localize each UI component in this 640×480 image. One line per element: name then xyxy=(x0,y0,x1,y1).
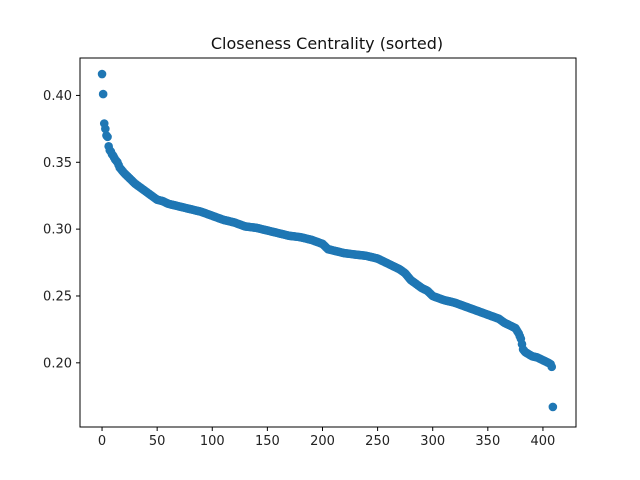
x-tick-label: 50 xyxy=(149,434,166,449)
data-point xyxy=(548,402,558,412)
data-point xyxy=(547,362,557,372)
chart-title: Closeness Centrality (sorted) xyxy=(211,34,443,53)
x-tick-label: 200 xyxy=(310,434,335,449)
x-axis: 0 50 100 150 200 250 300 350 400 xyxy=(98,427,555,449)
x-tick-label: 0 xyxy=(98,434,106,449)
y-axis: 0.20 0.25 0.30 0.35 0.40 xyxy=(43,89,80,371)
x-tick-label: 400 xyxy=(531,434,556,449)
data-point xyxy=(103,132,112,142)
plot-area-frame xyxy=(79,57,577,428)
y-tick-label: 0.20 xyxy=(43,356,72,371)
y-tick-label: 0.25 xyxy=(43,289,72,304)
y-tick-label: 0.30 xyxy=(43,223,72,238)
data-point xyxy=(101,124,110,134)
x-tick-label: 100 xyxy=(200,434,225,449)
y-tick-label: 0.40 xyxy=(43,89,72,104)
x-tick-label: 150 xyxy=(255,434,280,449)
data-point xyxy=(98,89,108,99)
x-tick-label: 350 xyxy=(475,434,500,449)
x-tick-label: 300 xyxy=(420,434,445,449)
y-tick-label: 0.35 xyxy=(43,156,72,171)
data-points xyxy=(97,69,558,412)
x-tick-label: 250 xyxy=(365,434,390,449)
data-point xyxy=(97,69,107,79)
